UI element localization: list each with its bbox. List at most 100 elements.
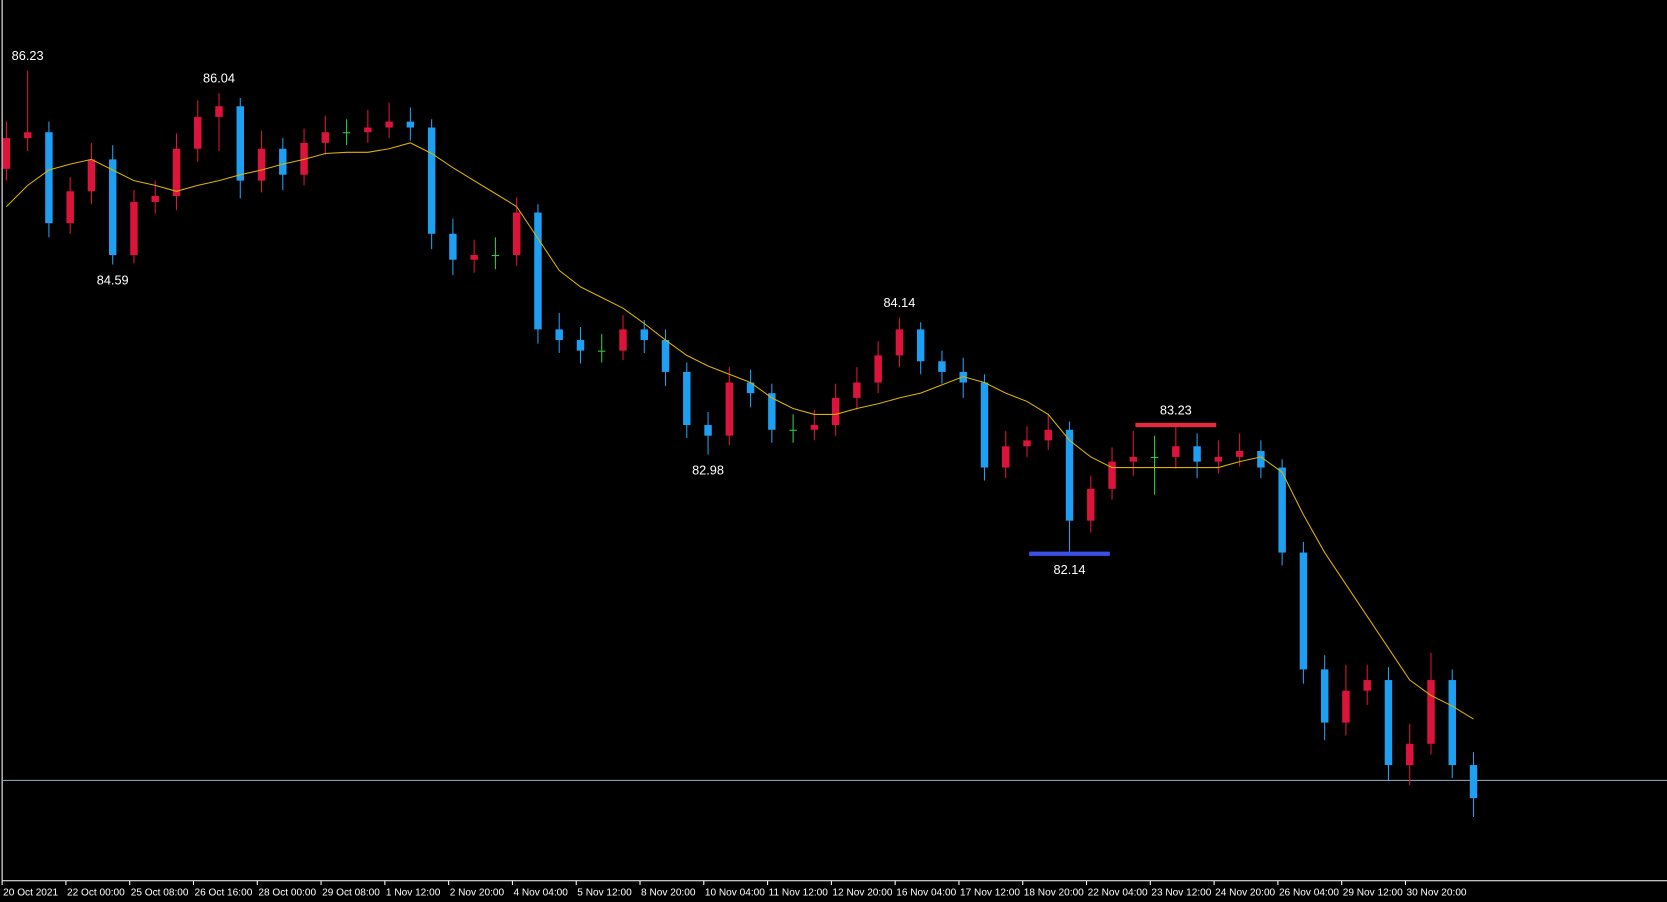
candle-body [342, 132, 351, 134]
candle-body [512, 212, 521, 256]
candle-body [1278, 467, 1286, 553]
x-tick-label: 12 Nov 20:00 [832, 888, 892, 899]
high-label: 84.14 [883, 295, 915, 310]
x-tick-label: 11 Nov 12:00 [769, 888, 829, 899]
candle-body [2, 138, 11, 169]
candle-body [236, 106, 244, 181]
candle-body [853, 382, 861, 398]
candle-body [768, 393, 776, 430]
candle-body [938, 361, 946, 372]
x-tick-label: 1 Nov 12:00 [386, 888, 441, 899]
candle-body [746, 382, 755, 394]
candle-body [959, 371, 967, 383]
high-label: 86.23 [12, 48, 44, 63]
candle-body [1342, 690, 1350, 723]
candle-body [661, 340, 670, 372]
candle-body [1405, 743, 1414, 766]
moving-average [6, 142, 1474, 720]
candle-body [1235, 451, 1244, 457]
candle-body [257, 148, 266, 181]
candle-body [1384, 680, 1393, 766]
x-tick-label: 20 Oct 2021 [3, 888, 58, 899]
candle-body [789, 429, 797, 431]
candle-body [108, 159, 117, 256]
candle-body [980, 382, 989, 468]
candle-body [449, 233, 457, 260]
candle-body [576, 340, 585, 351]
candle-body [1023, 440, 1031, 447]
x-tick-label: 23 Nov 12:00 [1151, 888, 1211, 899]
candle-body [300, 142, 308, 175]
candle-body [1320, 669, 1329, 723]
x-tick-label: 16 Nov 04:00 [896, 888, 956, 899]
candle-body [555, 329, 563, 341]
candle-body [1129, 456, 1138, 462]
candle-body [640, 329, 648, 341]
candle-body [704, 425, 712, 436]
x-tick-label: 2 Nov 20:00 [450, 888, 505, 899]
x-tick-label: 30 Nov 20:00 [1407, 888, 1467, 899]
x-tick-label: 22 Oct 00:00 [67, 888, 125, 899]
low-label: 82.14 [1054, 562, 1086, 577]
candle-body [23, 132, 32, 139]
x-tick-label: 10 Nov 04:00 [705, 888, 765, 899]
candle-body [810, 425, 819, 430]
candle-body [1214, 456, 1223, 462]
x-tick-label: 29 Oct 08:00 [322, 888, 380, 899]
candle-body [321, 132, 330, 143]
candle-body [1299, 552, 1308, 670]
x-tick-label: 4 Nov 04:00 [513, 888, 568, 899]
x-tick-label: 24 Nov 20:00 [1215, 888, 1275, 899]
candle-body [598, 350, 606, 352]
candle-body [1087, 488, 1095, 521]
candle-body [1065, 429, 1074, 521]
candle-body [1172, 446, 1180, 457]
x-tick-label: 8 Nov 20:00 [641, 888, 696, 899]
candle-body [364, 127, 372, 133]
candle-body [1257, 451, 1265, 468]
candle-body [874, 355, 882, 383]
candle-body [619, 329, 627, 351]
low-label: 84.59 [97, 273, 129, 288]
high-label: 83.23 [1160, 402, 1192, 417]
candle-body [831, 397, 840, 426]
x-tick-label: 26 Nov 04:00 [1279, 888, 1339, 899]
candle-body [427, 127, 436, 234]
candle-body [1002, 446, 1010, 468]
candle-body [1108, 461, 1116, 489]
candle-body [725, 382, 734, 436]
x-tick-label: 29 Nov 12:00 [1343, 888, 1403, 899]
x-tick-label: 22 Nov 04:00 [1088, 888, 1148, 899]
x-tick-label: 25 Oct 08:00 [131, 888, 189, 899]
candle-body [1150, 456, 1159, 458]
candle-body [683, 371, 691, 426]
candle-body [1044, 429, 1052, 441]
candle-body [45, 132, 53, 224]
candle-body [1427, 680, 1435, 744]
high-label: 86.04 [203, 71, 235, 86]
candle-body [406, 121, 415, 128]
candle-body [66, 191, 74, 224]
candle-body [1469, 765, 1478, 799]
x-tick-label: 5 Nov 12:00 [577, 888, 632, 899]
candle-body [194, 116, 202, 149]
candle-body [470, 255, 478, 260]
candle-body [534, 212, 542, 330]
candle-body [916, 329, 925, 362]
candle-body [1193, 446, 1201, 462]
candle-body [130, 201, 138, 256]
candle-body [279, 148, 287, 175]
candle-body [172, 148, 181, 196]
x-tick-label: 18 Nov 20:00 [1024, 888, 1084, 899]
x-tick-label: 28 Oct 00:00 [258, 888, 316, 899]
low-label: 82.98 [692, 463, 724, 478]
candle-body [151, 195, 159, 202]
candle-body [385, 121, 393, 128]
candle-body [87, 159, 96, 192]
candle-body [491, 255, 500, 257]
candle-body [895, 329, 904, 356]
x-tick-label: 17 Nov 12:00 [960, 888, 1020, 899]
